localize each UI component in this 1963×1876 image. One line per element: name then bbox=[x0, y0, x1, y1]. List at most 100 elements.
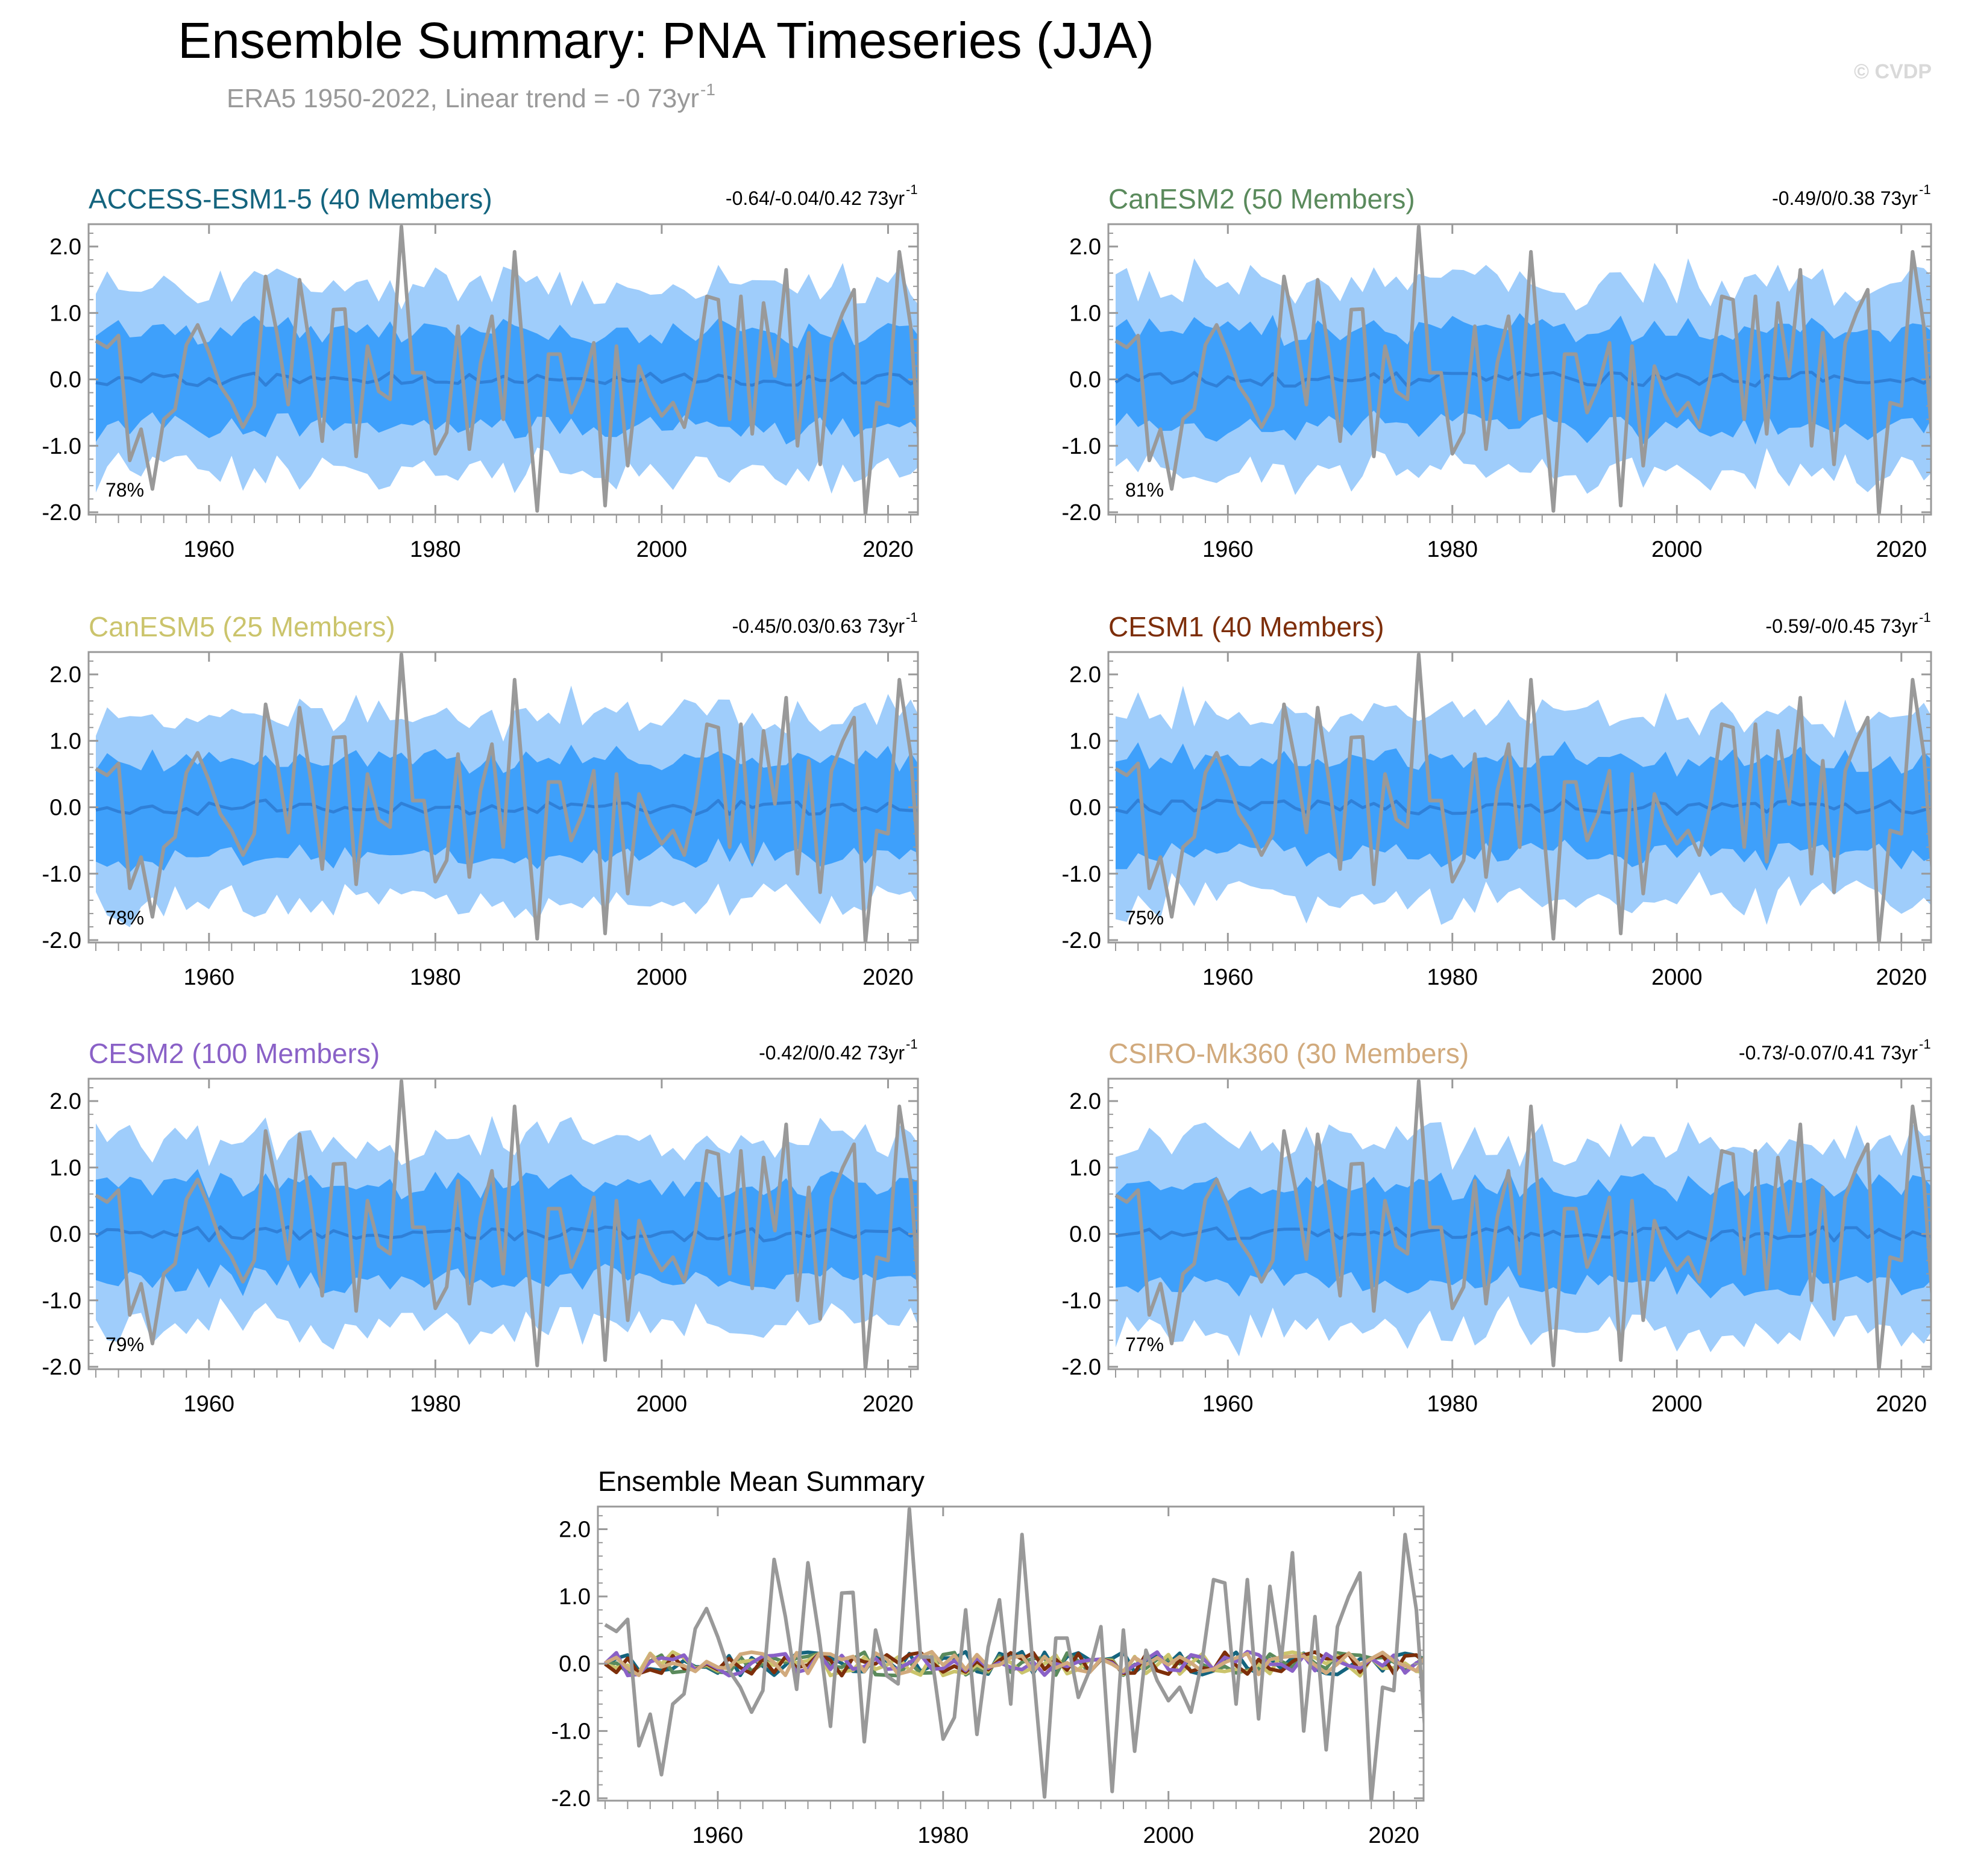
panel-4-ytick-label: 2.0 bbox=[1069, 662, 1101, 688]
panel-1-ytick-label: -2.0 bbox=[42, 500, 81, 525]
panel-5-title: CESM2 (100 Members) bbox=[89, 1038, 380, 1069]
panel-3-percent-label: 78% bbox=[105, 907, 144, 929]
panel-1-xtick-label: 2000 bbox=[636, 537, 688, 562]
panel-6-ytick-label: 2.0 bbox=[1069, 1089, 1101, 1114]
panel-3-xtick-label: 1960 bbox=[184, 965, 235, 990]
panel-2-xtick-label: 2000 bbox=[1651, 537, 1703, 562]
panel-1-ytick-label: 0.0 bbox=[49, 368, 81, 393]
panel-5-xtick-label: 2000 bbox=[636, 1391, 688, 1417]
panel-3-plot-area bbox=[95, 653, 918, 943]
panel-4-range-text: -0.59/-0/0.45 73yr bbox=[1765, 615, 1918, 637]
panel-7-ytick-label: -2.0 bbox=[551, 1786, 591, 1812]
panel-2-ytick-label: 1.0 bbox=[1069, 301, 1101, 326]
panel-7-xtick-label: 2020 bbox=[1368, 1823, 1419, 1848]
panel-7-plot-area bbox=[603, 1507, 1424, 1801]
panel-3-xtick-label: 2000 bbox=[636, 965, 688, 990]
panel-4-xtick-label: 1960 bbox=[1202, 965, 1254, 990]
panel-4-ytick-label: -1.0 bbox=[1062, 862, 1101, 887]
panel-7-ytick-label: -1.0 bbox=[551, 1719, 591, 1744]
panel-2-xtick-label: 1980 bbox=[1427, 537, 1478, 562]
panel-5-percent-label: 79% bbox=[105, 1334, 144, 1355]
panel-1-range-text: -0.64/-0.04/0.42 73yr bbox=[726, 187, 905, 209]
panel-1-range-sup: -1 bbox=[906, 182, 918, 197]
panel-3-ytick-label: -1.0 bbox=[42, 862, 81, 887]
panel-7-xtick-label: 1960 bbox=[693, 1823, 744, 1848]
panel-6-xtick-label: 1960 bbox=[1202, 1391, 1254, 1417]
panel-1-ytick-label: 2.0 bbox=[49, 234, 81, 260]
panel-4-xtick-label: 1980 bbox=[1427, 965, 1478, 990]
panel-1-xtick-label: 1960 bbox=[184, 537, 235, 562]
panel-5-ytick-label: 1.0 bbox=[49, 1155, 81, 1181]
panel-3-ytick-label: -2.0 bbox=[42, 928, 81, 953]
panel-1-ytick-label: 1.0 bbox=[49, 301, 81, 326]
panel-5-ytick-label: 0.0 bbox=[49, 1222, 81, 1247]
panel-7-xtick-label: 1980 bbox=[918, 1823, 969, 1848]
panel-2-plot-area bbox=[1114, 225, 1931, 515]
panel-6-title: CSIRO-Mk360 (30 Members) bbox=[1108, 1038, 1469, 1069]
panel-5-xtick-label: 1980 bbox=[410, 1391, 461, 1417]
panel-5-ytick-label: -2.0 bbox=[42, 1355, 81, 1380]
panel-2-xtick-label: 1960 bbox=[1202, 537, 1254, 562]
panel-2-range-sup: -1 bbox=[1919, 182, 1931, 197]
panel-1-observed-line bbox=[95, 225, 918, 515]
panel-1-percent-label: 78% bbox=[105, 479, 144, 501]
panel-3-ytick-label: 0.0 bbox=[49, 795, 81, 821]
panel-4-xtick-label: 2020 bbox=[1876, 965, 1927, 990]
panel-6-ytick-label: -1.0 bbox=[1062, 1288, 1101, 1314]
panel-4-ytick-label: -2.0 bbox=[1062, 928, 1101, 953]
panel-7-ytick-label: 0.0 bbox=[559, 1652, 591, 1677]
panel-2-ytick-label: -2.0 bbox=[1062, 500, 1101, 525]
panel-4-percent-label: 75% bbox=[1125, 907, 1164, 929]
panel-6-percent-label: 77% bbox=[1125, 1334, 1164, 1355]
panel-6-plot-area bbox=[1114, 1079, 1931, 1369]
figure-subtitle: ERA5 1950-2022, Linear trend = -0 73yr bbox=[227, 84, 699, 113]
panel-7-ytick-label: 1.0 bbox=[559, 1584, 591, 1610]
panel-3-ytick-label: 1.0 bbox=[49, 729, 81, 754]
panel-2-range-text: -0.49/0/0.38 73yr bbox=[1772, 187, 1918, 209]
panel-5-xtick-label: 1960 bbox=[184, 1391, 235, 1417]
panel-2-xtick-label: 2020 bbox=[1876, 537, 1927, 562]
panel-3-observed-line bbox=[95, 653, 918, 943]
panel-6-range-sup: -1 bbox=[1919, 1037, 1931, 1052]
panel-7-ytick-label: 2.0 bbox=[559, 1517, 591, 1542]
panel-5-xtick-label: 2020 bbox=[862, 1391, 914, 1417]
panel-1-xtick-label: 1980 bbox=[410, 537, 461, 562]
panel-7-observed-line bbox=[604, 1507, 1424, 1801]
panel-3-range-sup: -1 bbox=[906, 610, 918, 625]
panel-2-ytick-label: 0.0 bbox=[1069, 368, 1101, 393]
panel-2-ytick-label: 2.0 bbox=[1069, 234, 1101, 260]
panel-4-title: CESM1 (40 Members) bbox=[1108, 611, 1384, 642]
panel-5-ytick-label: 2.0 bbox=[49, 1089, 81, 1114]
panel-1-plot-area bbox=[95, 225, 918, 515]
panel-1-xtick-label: 2020 bbox=[862, 537, 914, 562]
panel-5-ytick-label: -1.0 bbox=[42, 1288, 81, 1314]
panel-3-range-text: -0.45/0.03/0.63 73yr bbox=[732, 615, 905, 637]
panel-7-title: Ensemble Mean Summary bbox=[598, 1466, 925, 1497]
panel-5-plot-area bbox=[95, 1079, 918, 1369]
panel-3-xtick-label: 1980 bbox=[410, 965, 461, 990]
panel-1-ytick-label: -1.0 bbox=[42, 434, 81, 459]
panel-6-observed-line bbox=[1114, 1079, 1931, 1369]
panel-1-title: ACCESS-ESM1-5 (40 Members) bbox=[89, 183, 492, 215]
panel-2-title: CanESM2 (50 Members) bbox=[1108, 183, 1415, 215]
panel-5-observed-line bbox=[95, 1079, 918, 1369]
panel-4-ytick-label: 0.0 bbox=[1069, 795, 1101, 821]
panel-4-observed-line bbox=[1114, 653, 1931, 943]
panel-3-xtick-label: 2020 bbox=[862, 965, 914, 990]
panel-6-ytick-label: 0.0 bbox=[1069, 1222, 1101, 1247]
panel-5-range-sup: -1 bbox=[906, 1037, 918, 1052]
watermark: © CVDP bbox=[1854, 60, 1932, 83]
panel-4-range-sup: -1 bbox=[1919, 610, 1931, 625]
panel-6-range-text: -0.73/-0.07/0.41 73yr bbox=[1739, 1042, 1918, 1064]
panel-7-xtick-label: 2000 bbox=[1143, 1823, 1194, 1848]
panel-4-xtick-label: 2000 bbox=[1651, 965, 1703, 990]
panel-4-ytick-label: 1.0 bbox=[1069, 729, 1101, 754]
panel-4-plot-area bbox=[1114, 653, 1931, 943]
panel-6-xtick-label: 2020 bbox=[1876, 1391, 1927, 1417]
panel-6-ytick-label: 1.0 bbox=[1069, 1155, 1101, 1181]
figure-title: Ensemble Summary: PNA Timeseries (JJA) bbox=[178, 12, 1154, 69]
panel-3-title: CanESM5 (25 Members) bbox=[89, 611, 395, 642]
panel-6-xtick-label: 1980 bbox=[1427, 1391, 1478, 1417]
panel-5-range-text: -0.42/0/0.42 73yr bbox=[759, 1042, 905, 1064]
